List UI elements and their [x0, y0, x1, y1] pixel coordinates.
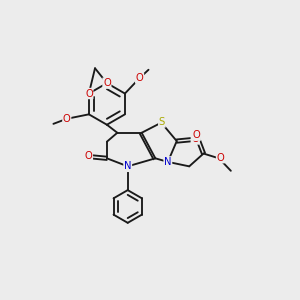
- Text: O: O: [85, 88, 93, 98]
- Text: O: O: [191, 134, 199, 144]
- Text: N: N: [164, 157, 172, 167]
- Text: O: O: [217, 153, 224, 163]
- Text: O: O: [103, 78, 111, 88]
- Text: O: O: [85, 151, 92, 161]
- Text: N: N: [124, 161, 131, 171]
- Text: O: O: [63, 114, 71, 124]
- Text: S: S: [159, 117, 165, 127]
- Text: O: O: [136, 73, 143, 83]
- Text: O: O: [193, 130, 200, 140]
